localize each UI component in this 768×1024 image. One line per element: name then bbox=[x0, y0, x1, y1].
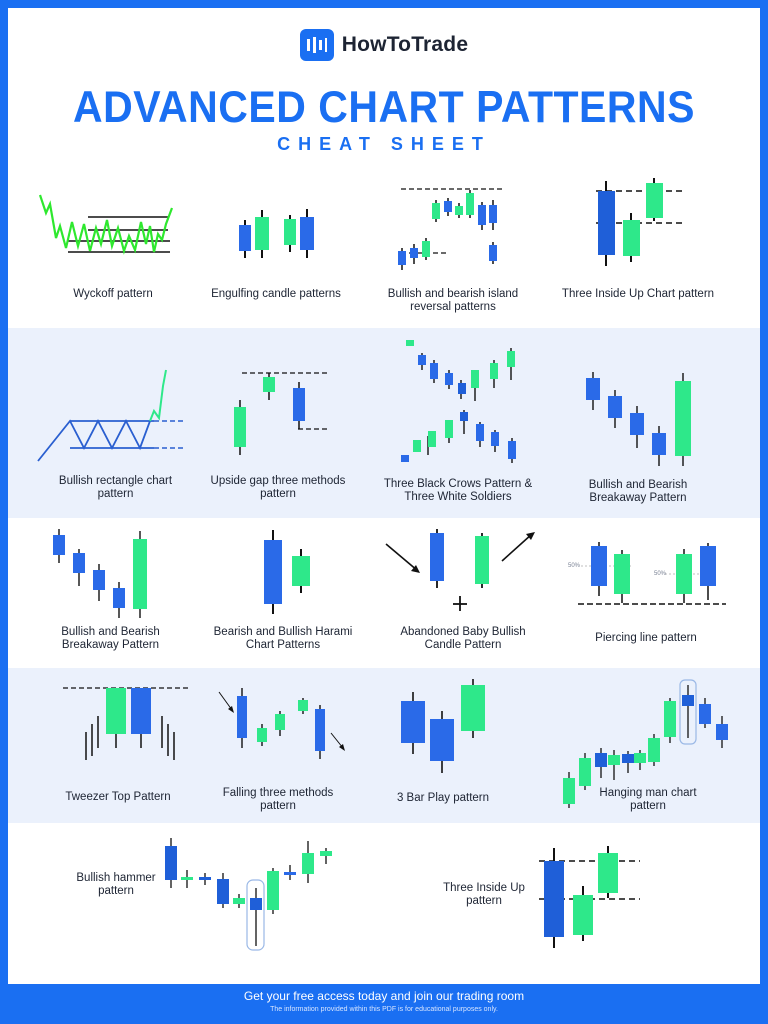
pattern-label: Bullish and Bearish Breakaway Pattern bbox=[61, 626, 160, 651]
pattern-label: Three Inside Up pattern bbox=[443, 882, 525, 907]
pattern-label: Engulfing candle patterns bbox=[211, 288, 341, 300]
three-inside-up-pattern-icon bbox=[539, 846, 640, 948]
pattern-label: Tweezer Top Pattern bbox=[65, 791, 171, 803]
pattern-label: 3 Bar Play pattern bbox=[396, 792, 490, 804]
pattern-label: Falling three methods pattern bbox=[222, 787, 334, 812]
pattern-label: Bearish and Bullish Harami Chart Pattern… bbox=[213, 626, 353, 651]
three-inside-up-chart-icon bbox=[596, 178, 684, 266]
pattern-label: Bullish and bearish island reversal patt… bbox=[387, 288, 519, 313]
midpoint-marker: 50% bbox=[568, 563, 581, 569]
bullish-rectangle-chart-icon bbox=[37, 369, 186, 462]
breakaway-chart-icon-a bbox=[586, 372, 691, 466]
pattern-label: Three Black Crows Pattern & Three White … bbox=[383, 478, 533, 503]
pattern-label: Three Inside Up Chart pattern bbox=[561, 288, 715, 300]
cheat-sheet: HowToTrade ADVANCED CHART PATTERNS CHEAT… bbox=[8, 8, 760, 984]
abandoned-baby-chart-icon bbox=[385, 529, 535, 611]
crows-soldiers-chart-icon bbox=[401, 340, 516, 463]
pattern-label: Piercing line pattern bbox=[595, 632, 697, 644]
wyckoff-chart-icon bbox=[38, 194, 174, 255]
pattern-label: Wyckoff pattern bbox=[73, 288, 153, 300]
pattern-label: Upside gap three methods pattern bbox=[210, 475, 346, 500]
pattern-label: Bullish hammer pattern bbox=[76, 872, 156, 897]
pattern-label: Abandoned Baby Bullish Candle Pattern bbox=[400, 626, 526, 651]
island-reversal-chart-icon bbox=[398, 188, 503, 270]
piercing-line-chart-icon bbox=[578, 542, 726, 605]
midpoint-marker: 50% bbox=[654, 571, 667, 577]
brand-header: HowToTrade bbox=[8, 25, 760, 65]
pattern-label: Hanging man chart pattern bbox=[599, 787, 697, 812]
page-subtitle: CHEAT SHEET bbox=[277, 134, 491, 154]
harami-chart-icon bbox=[264, 530, 310, 614]
bullish-hammer-chart-icon bbox=[165, 838, 332, 951]
brand-name: HowToTrade bbox=[341, 33, 469, 56]
falling-three-methods-chart-icon bbox=[218, 688, 345, 759]
pattern-label: Bullish and Bearish Breakaway Pattern bbox=[588, 479, 688, 504]
hanging-man-chart-icon bbox=[563, 679, 728, 808]
engulfing-chart-icon bbox=[239, 209, 314, 258]
upside-gap-three-methods-chart-icon bbox=[234, 372, 328, 455]
page-title: ADVANCED CHART PATTERNS bbox=[73, 82, 695, 132]
footer-disclaimer: The information provided within this PDF… bbox=[270, 1006, 498, 1013]
three-bar-play-chart-icon bbox=[401, 679, 485, 773]
footer-cta[interactable]: Get your free access today and join our … bbox=[243, 989, 525, 1003]
tweezer-top-chart-icon bbox=[63, 687, 188, 760]
bar-chart-logo-icon bbox=[299, 29, 334, 61]
pattern-label: Bullish rectangle chart pattern bbox=[58, 475, 173, 500]
breakaway-chart-icon-b bbox=[53, 529, 147, 618]
